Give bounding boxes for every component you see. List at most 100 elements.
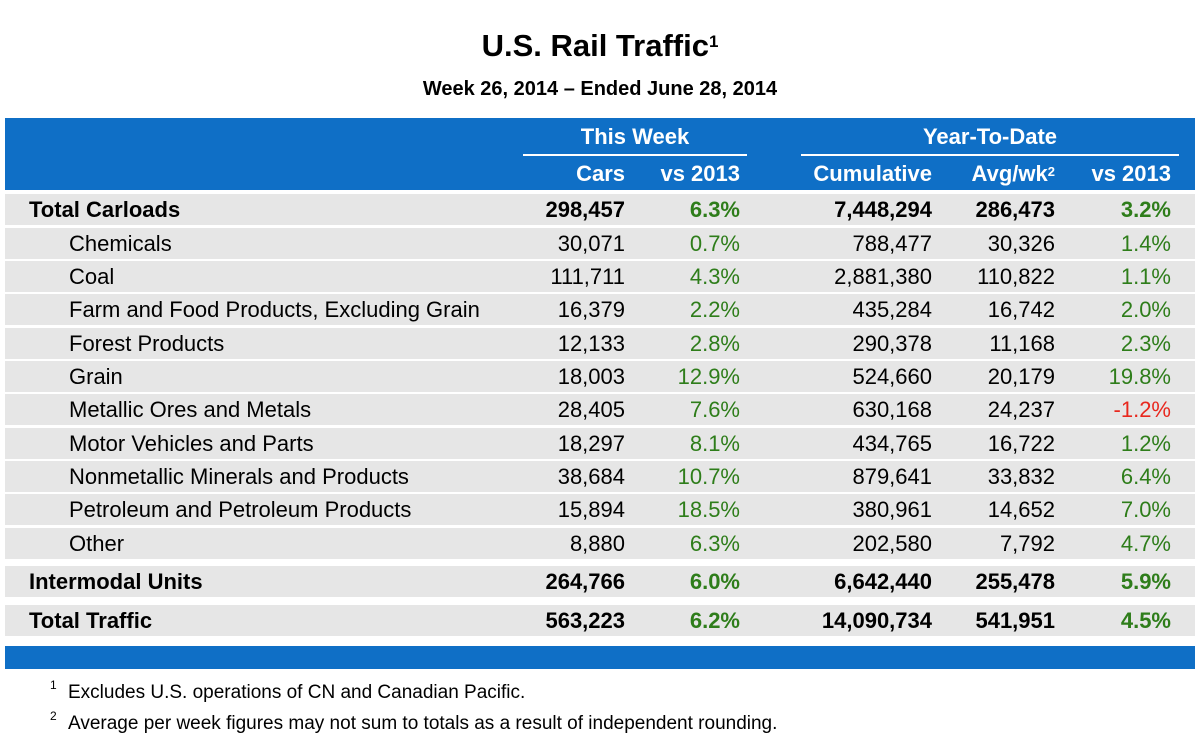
cell-cars: 38,684 xyxy=(557,464,625,489)
row-label: Other xyxy=(69,531,125,556)
table-row: Metallic Ores and Metals 28,405 7.6% 630,16… xyxy=(5,394,1195,425)
row-label: Petroleum and Petroleum Products xyxy=(69,497,412,522)
cell-cumulative: 6,642,440 xyxy=(834,569,932,594)
cell-cumulative: 2,881,380 xyxy=(834,264,932,289)
cell-cars: 28,405 xyxy=(557,397,625,422)
footnote-2-text: Average per week figures may not sum to … xyxy=(68,713,778,734)
cell-avg-per-week: 11,168 xyxy=(989,331,1055,356)
cell-avg-per-week: 7,792 xyxy=(999,531,1055,556)
cell-cars: 16,379 xyxy=(557,297,625,322)
table-row: Forest Products 12,133 2.8% 290,378 11,168 2.… xyxy=(5,328,1195,359)
cell-cars: 30,071 xyxy=(557,231,625,256)
cell-vs-2013-week: 6.2% xyxy=(689,608,740,633)
row-label: Forest Products xyxy=(69,331,225,356)
cell-cars: 18,297 xyxy=(557,431,625,456)
group-underline-ytd xyxy=(801,154,1179,156)
cell-cumulative: 434,765 xyxy=(852,431,932,456)
cell-vs-2013-week: 0.7% xyxy=(689,231,740,256)
cell-vs-2013-week: 4.3% xyxy=(689,264,740,289)
cell-cars: 8,880 xyxy=(569,531,625,556)
footnote-2-mark: 2 xyxy=(50,709,57,723)
footnote-1: 1 Excludes U.S. operations of CN and Cana… xyxy=(50,677,777,708)
cell-vs-2013-ytd: 2.3% xyxy=(1120,331,1171,356)
col-header-vs2013-ytd: vs 2013 xyxy=(1091,161,1171,186)
row-label: Intermodal Units xyxy=(29,569,203,594)
row-label: Coal xyxy=(69,264,115,289)
cell-vs-2013-week: 12.9% xyxy=(677,364,740,389)
cell-vs-2013-ytd: 1.4% xyxy=(1120,231,1171,256)
table-row: Total Carloads 298,457 6.3% 7,448,294 286,47… xyxy=(5,194,1195,225)
footnote-1-mark: 1 xyxy=(50,678,57,692)
col-header-cars: Cars xyxy=(576,161,625,186)
cell-avg-per-week: 30,326 xyxy=(987,231,1055,256)
row-label: Farm and Food Products, Excluding Grain xyxy=(69,297,480,322)
cell-avg-per-week: 16,722 xyxy=(987,431,1055,456)
title-footnote-mark: 1 xyxy=(708,32,719,51)
table-header: This Week Year-To-Date Cars vs 2013 Cumu… xyxy=(5,118,1195,190)
cell-vs-2013-week: 8.1% xyxy=(689,431,740,456)
cell-avg-per-week: 24,237 xyxy=(987,397,1055,422)
cell-vs-2013-week: 6.3% xyxy=(689,197,740,222)
cell-cumulative: 202,580 xyxy=(852,531,932,556)
cell-vs-2013-ytd: 2.0% xyxy=(1120,297,1171,322)
cell-vs-2013-ytd: 1.2% xyxy=(1120,431,1171,456)
table-row: Motor Vehicles and Parts 18,297 8.1% 434,76… xyxy=(5,428,1195,459)
cell-avg-per-week: 33,832 xyxy=(987,464,1055,489)
cell-cars: 12,133 xyxy=(557,331,625,356)
row-label: Chemicals xyxy=(69,231,172,256)
row-label: Total Traffic xyxy=(29,608,153,633)
cell-cars: 298,457 xyxy=(545,197,625,222)
cell-avg-per-week: 110,822 xyxy=(977,264,1055,289)
cell-cars: 264,766 xyxy=(545,569,625,594)
col-header-cumulative: Cumulative xyxy=(813,161,932,186)
table-row: Nonmetallic Minerals and Products 38,684 1… xyxy=(5,461,1195,492)
table-row: Farm and Food Products, Excluding Grain 1… xyxy=(5,294,1195,325)
cell-cars: 15,894 xyxy=(557,497,625,522)
cell-cumulative: 435,284 xyxy=(852,297,932,322)
cell-vs-2013-week: 6.3% xyxy=(689,531,740,556)
cell-vs-2013-ytd: 4.5% xyxy=(1120,608,1171,633)
row-label: Total Carloads xyxy=(29,197,181,222)
cell-vs-2013-week: 7.6% xyxy=(689,397,740,422)
table-row: Total Traffic 563,223 6.2% 14,090,734 541,95… xyxy=(5,605,1195,636)
footnote-2: 2 Average per week figures may not sum to… xyxy=(50,708,777,739)
table-row: Intermodal Units 264,766 6.0% 6,642,440 255,… xyxy=(5,566,1195,597)
cell-vs-2013-ytd: 19.8% xyxy=(1108,364,1171,389)
table-footer-band xyxy=(5,646,1195,669)
cell-vs-2013-ytd: 1.1% xyxy=(1120,264,1171,289)
cell-avg-per-week: 541,951 xyxy=(975,608,1055,633)
cell-cars: 111,711 xyxy=(550,264,625,289)
group-header-ytd: Year-To-Date xyxy=(922,124,1058,149)
footnote-1-text: Excludes U.S. operations of CN and Canad… xyxy=(68,682,526,703)
col-header-vs2013-week: vs 2013 xyxy=(660,161,740,186)
col-header-avgwk-footnote: 2 xyxy=(1047,164,1055,179)
page-title: U.S. Rail Traffic1 xyxy=(0,28,1200,64)
group-header-this-week: This Week xyxy=(580,124,690,149)
group-underline-this-week xyxy=(523,154,747,156)
col-header-avgwk-text: Avg/wk xyxy=(971,161,1048,186)
cell-avg-per-week: 20,179 xyxy=(987,364,1055,389)
cell-cumulative: 7,448,294 xyxy=(834,197,932,222)
rail-traffic-table: This Week Year-To-Date Cars vs 2013 Cumu… xyxy=(5,118,1195,669)
cell-cumulative: 788,477 xyxy=(852,231,932,256)
cell-avg-per-week: 16,742 xyxy=(987,297,1055,322)
cell-cumulative: 879,641 xyxy=(852,464,932,489)
footnotes: 1 Excludes U.S. operations of CN and Cana… xyxy=(50,677,777,739)
cell-cars: 563,223 xyxy=(545,608,625,633)
cell-cumulative: 14,090,734 xyxy=(821,608,932,633)
table-row: Other 8,880 6.3% 202,580 7,792 4.7% xyxy=(5,528,1195,559)
cell-cumulative: 524,660 xyxy=(852,364,932,389)
cell-vs-2013-ytd: 5.9% xyxy=(1120,569,1171,594)
cell-avg-per-week: 14,652 xyxy=(987,497,1055,522)
table-row: Chemicals 30,071 0.7% 788,477 30,326 1.4% xyxy=(5,228,1195,259)
cell-cumulative: 380,961 xyxy=(852,497,932,522)
cell-vs-2013-ytd: 6.4% xyxy=(1120,464,1171,489)
row-label: Metallic Ores and Metals xyxy=(69,397,312,422)
cell-vs-2013-week: 10.7% xyxy=(677,464,740,489)
cell-avg-per-week: 286,473 xyxy=(975,197,1055,222)
row-label: Grain xyxy=(69,364,123,389)
row-label: Motor Vehicles and Parts xyxy=(69,431,314,456)
cell-cumulative: 290,378 xyxy=(852,331,932,356)
cell-vs-2013-ytd: 3.2% xyxy=(1120,197,1171,222)
cell-vs-2013-week: 18.5% xyxy=(677,497,740,522)
